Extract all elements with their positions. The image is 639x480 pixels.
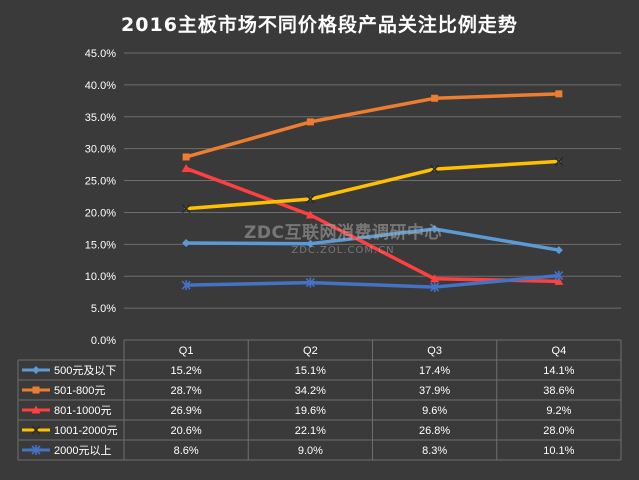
y-tick-label: 5.0%: [91, 303, 116, 315]
data-label: 20.6%: [171, 425, 202, 437]
data-label: 15.1%: [295, 365, 326, 377]
series-line: [184, 92, 561, 159]
category-label: Q1: [179, 345, 194, 357]
chart-title: 2016主板市场不同价格段产品关注比例走势: [121, 14, 518, 36]
data-point: [554, 270, 564, 281]
data-point: [555, 90, 563, 98]
data-point: [430, 164, 440, 174]
data-label: 28.0%: [543, 425, 574, 437]
data-point: [181, 280, 191, 291]
data-point: [181, 204, 191, 214]
series-line: [184, 159, 561, 211]
data-point: [430, 225, 439, 234]
data-label: 19.6%: [295, 405, 326, 417]
data-label: 15.2%: [171, 365, 202, 377]
data-label: 34.2%: [295, 385, 326, 397]
data-label: 9.2%: [546, 405, 571, 417]
legend-label: 1001-2000元: [54, 425, 118, 437]
legend-label: 801-1000元: [54, 405, 112, 417]
data-label: 26.9%: [171, 405, 202, 417]
data-point: [31, 445, 41, 455]
y-tick-label: 30.0%: [85, 144, 116, 156]
data-point: [32, 386, 40, 394]
y-tick-label: 45.0%: [85, 48, 116, 60]
data-label: 10.1%: [543, 445, 574, 457]
category-label: Q3: [427, 345, 442, 357]
data-point: [554, 246, 563, 255]
data-point: [305, 194, 315, 204]
legend-label: 2000元以上: [54, 444, 111, 457]
legend-label: 500元及以下: [54, 365, 116, 377]
y-tick-label: 10.0%: [85, 271, 116, 283]
data-label: 28.7%: [171, 385, 202, 397]
y-tick-label: 0.0%: [91, 335, 116, 347]
data-point: [182, 239, 191, 248]
data-point: [31, 425, 41, 435]
data-label: 17.4%: [419, 365, 450, 377]
data-label: 22.1%: [295, 425, 326, 437]
y-tick-label: 15.0%: [85, 239, 116, 251]
data-label: 9.0%: [298, 445, 323, 457]
category-label: Q4: [552, 345, 567, 357]
data-label: 14.1%: [543, 365, 574, 377]
data-point: [181, 163, 191, 172]
data-label: 38.6%: [543, 385, 574, 397]
data-point: [306, 118, 314, 126]
data-label: 8.6%: [174, 445, 199, 457]
series-line: [184, 227, 561, 252]
y-tick-label: 20.0%: [85, 207, 116, 219]
data-label: 37.9%: [419, 385, 450, 397]
data-point: [431, 94, 439, 102]
data-label: 26.8%: [419, 425, 450, 437]
data-point: [306, 239, 315, 248]
series-line: [184, 273, 561, 289]
legend-label: 501-800元: [54, 385, 105, 397]
y-tick-label: 35.0%: [85, 112, 116, 124]
data-point: [31, 405, 41, 414]
data-label: 9.6%: [422, 405, 447, 417]
data-point: [305, 210, 315, 219]
data-point: [32, 366, 40, 374]
data-point: [554, 156, 564, 166]
category-label: Q2: [303, 345, 318, 357]
data-label: 8.3%: [422, 445, 447, 457]
y-tick-label: 25.0%: [85, 176, 116, 188]
data-point: [305, 277, 315, 288]
data-point: [554, 276, 564, 285]
data-point: [430, 282, 440, 293]
data-point: [182, 153, 190, 161]
y-tick-label: 40.0%: [85, 80, 116, 92]
data-point: [430, 274, 440, 283]
